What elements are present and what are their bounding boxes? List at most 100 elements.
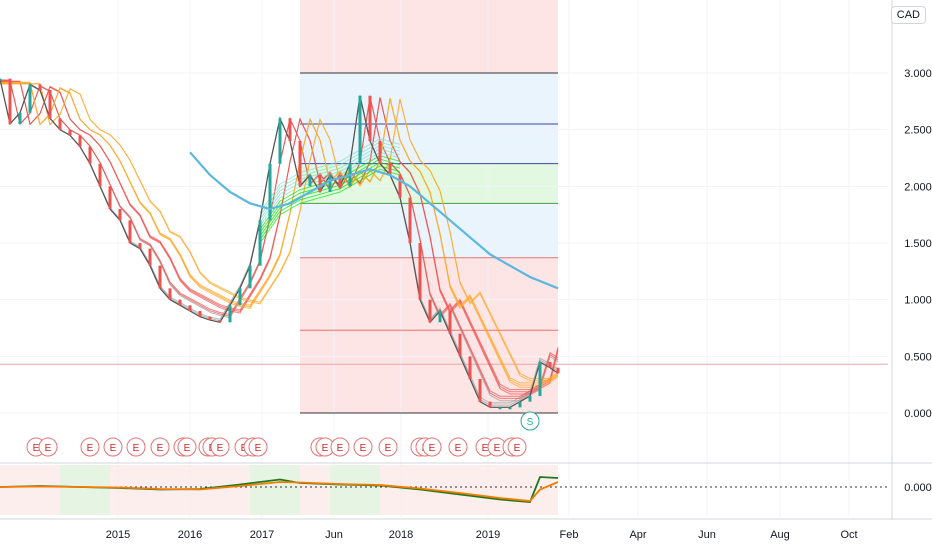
candle bbox=[288, 118, 292, 141]
candle bbox=[248, 265, 252, 289]
currency-badge[interactable]: CAD bbox=[890, 6, 926, 24]
candle bbox=[418, 243, 422, 300]
candle bbox=[38, 84, 42, 90]
event-marker-circle bbox=[150, 437, 170, 457]
event-marker-circle bbox=[248, 437, 268, 457]
event-marker-circle bbox=[126, 437, 146, 457]
oscillator-background-green bbox=[60, 465, 110, 515]
candle bbox=[538, 362, 542, 396]
candle bbox=[198, 311, 202, 317]
event-marker-label: E bbox=[385, 443, 392, 454]
x-tick-label: Feb bbox=[560, 529, 579, 541]
y-tick-label: 1.500 bbox=[904, 238, 932, 250]
candle bbox=[88, 146, 92, 164]
event-marker-label: E bbox=[217, 443, 224, 454]
event-marker-circle bbox=[507, 437, 527, 457]
oscillator-background-green bbox=[250, 465, 300, 515]
candle bbox=[556, 367, 560, 374]
event-marker-label: E bbox=[33, 443, 40, 454]
candle bbox=[498, 407, 502, 410]
candle bbox=[178, 299, 182, 306]
candle bbox=[368, 95, 372, 141]
candle bbox=[238, 288, 242, 306]
event-marker-circle bbox=[448, 437, 468, 457]
candle bbox=[458, 333, 462, 357]
event-marker-label: E bbox=[133, 443, 140, 454]
x-tick-label: Jun bbox=[325, 529, 343, 541]
y-tick-label: 0.000 bbox=[904, 408, 932, 420]
x-tick-label: Aug bbox=[770, 529, 790, 541]
zone-band bbox=[300, 0, 558, 73]
x-tick-label: Apr bbox=[629, 529, 646, 541]
y-tick-label: 0.500 bbox=[904, 351, 932, 363]
candle bbox=[488, 401, 492, 408]
x-tick-label: 2017 bbox=[250, 529, 274, 541]
candle bbox=[98, 163, 102, 187]
event-marker-label: E bbox=[157, 443, 164, 454]
candle bbox=[428, 299, 432, 323]
event-marker-circle bbox=[80, 437, 100, 457]
event-marker-circle bbox=[353, 437, 373, 457]
candle bbox=[438, 311, 442, 323]
candle bbox=[518, 401, 522, 408]
candle bbox=[268, 163, 272, 221]
event-marker-label: E bbox=[110, 443, 117, 454]
candle bbox=[328, 175, 332, 192]
candle bbox=[118, 209, 122, 221]
oscillator-y-tick-label: 0.000 bbox=[904, 482, 932, 494]
event-marker-label: E bbox=[337, 443, 344, 454]
event-marker-label: E bbox=[514, 443, 521, 454]
candle bbox=[358, 95, 362, 164]
x-tick-label: 2018 bbox=[389, 529, 413, 541]
event-marker-circle bbox=[422, 437, 442, 457]
event-marker-label: E bbox=[184, 443, 191, 454]
candle bbox=[408, 197, 412, 243]
oscillator-line-signal bbox=[0, 481, 559, 502]
candle bbox=[338, 175, 342, 187]
event-marker-circle bbox=[177, 437, 197, 457]
event-marker-label: E bbox=[87, 443, 94, 454]
event-marker-circle bbox=[210, 437, 230, 457]
zone-band bbox=[300, 330, 558, 413]
candle bbox=[318, 175, 322, 192]
event-marker-circle bbox=[378, 437, 398, 457]
candle bbox=[48, 90, 52, 119]
event-marker-label: E bbox=[360, 443, 367, 454]
event-marker-label: E bbox=[455, 443, 462, 454]
candle bbox=[8, 78, 12, 124]
candle bbox=[158, 265, 162, 289]
candle bbox=[378, 141, 382, 164]
candle bbox=[138, 243, 142, 249]
y-tick-label: 3.000 bbox=[904, 68, 932, 80]
ribbon-line bbox=[0, 82, 559, 384]
event-marker-circle bbox=[330, 437, 350, 457]
candle bbox=[278, 118, 282, 164]
y-tick-label: 1.000 bbox=[904, 295, 932, 307]
candle bbox=[168, 288, 172, 300]
event-marker-circle bbox=[38, 437, 58, 457]
zone-band bbox=[300, 73, 558, 124]
candle bbox=[148, 248, 152, 266]
candle bbox=[228, 305, 232, 323]
ribbon-line-up bbox=[259, 138, 401, 213]
event-marker-label: E bbox=[482, 443, 489, 454]
y-tick-label: 2.000 bbox=[904, 181, 932, 193]
y-tick-label: 2.500 bbox=[904, 125, 932, 137]
zone-band bbox=[300, 124, 558, 164]
x-tick-label: 2015 bbox=[106, 529, 130, 541]
event-marker-label: E bbox=[322, 443, 329, 454]
candle bbox=[508, 407, 512, 410]
candle bbox=[28, 84, 32, 113]
candle bbox=[128, 220, 132, 243]
candle bbox=[398, 175, 402, 198]
event-marker-label: E bbox=[494, 443, 501, 454]
split-marker-circle bbox=[520, 411, 540, 431]
event-marker-label: E bbox=[45, 443, 52, 454]
candle bbox=[0, 78, 2, 81]
ribbon-line-up bbox=[259, 141, 401, 217]
event-marker-label: E bbox=[255, 443, 262, 454]
candle bbox=[448, 311, 452, 334]
candle bbox=[78, 135, 82, 147]
ribbon-line-up bbox=[259, 144, 401, 220]
